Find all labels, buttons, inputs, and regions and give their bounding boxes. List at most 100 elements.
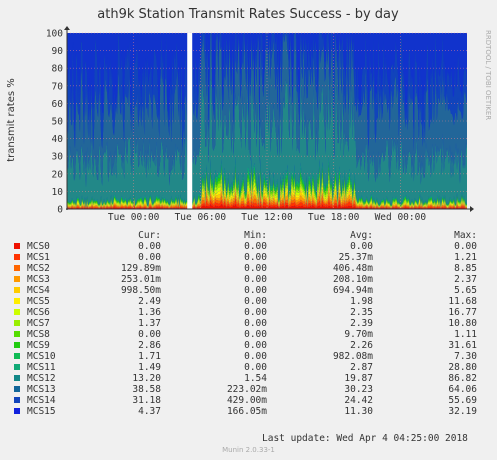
legend-value-max: 64.06 [448,384,477,395]
data-gap [187,33,193,209]
x-tick-labels: Tue 00:00 Tue 06:00 Tue 12:00 Tue 18:00 Wed … [108,212,426,223]
legend-series-name: MCS13 [27,384,56,395]
y-tick-label: 50 [52,117,64,128]
legend-swatch [14,287,20,293]
legend-row: MCS2 129.89m 0.00 406.48m 8.85 [0,263,497,274]
legend-value-max: 86.82 [448,373,477,384]
legend-value-min: 0.00 [244,318,267,329]
y-axis-label: transmit rates % [6,78,17,162]
legend-series-name: MCS2 [27,263,50,274]
y-tick-labels: 0 10 20 30 40 50 60 70 80 90 100 [46,29,63,216]
legend-value-min: 0.00 [244,340,267,351]
legend-series-name: MCS15 [27,406,56,417]
legend-value-avg: 694.94m [332,285,373,296]
legend-value-min: 0.00 [244,307,267,318]
y-tick-label: 0 [57,205,63,216]
legend-header-min: Min: [244,230,267,241]
legend-series-name: MCS7 [27,318,50,329]
legend-value-max: 28.80 [448,362,477,373]
legend-swatch [14,364,20,370]
legend-value-cur: 0.00 [138,241,161,252]
legend-value-min: 0.00 [244,263,267,274]
legend-value-avg: 208.10m [332,274,373,285]
legend-value-cur: 253.01m [120,274,161,285]
legend-value-max: 1.21 [454,252,477,263]
y-tick-label: 80 [52,64,64,75]
legend-row: MCS9 2.86 0.00 2.26 31.61 [0,340,497,351]
legend-value-min: 0.00 [244,285,267,296]
legend-row: MCS8 0.00 0.00 9.70m 1.11 [0,329,497,340]
legend-swatch [14,331,20,337]
legend-value-max: 11.68 [448,296,477,307]
legend-value-cur: 998.50m [120,285,161,296]
rrdtool-side-label: RRDTOOL / TOBI OETIKER [484,30,492,120]
legend-swatch [14,397,20,403]
legend-row: MCS7 1.37 0.00 2.39 10.80 [0,318,497,329]
legend-value-max: 2.37 [454,274,477,285]
x-tick-label: Tue 18:00 [308,212,360,223]
x-tick-label: Wed 00:00 [375,212,427,223]
legend-value-min: 0.00 [244,329,267,340]
chart-title: ath9k Station Transmit Rates Success - b… [97,7,399,22]
legend-series-name: MCS14 [27,395,56,406]
legend-value-avg: 2.35 [350,307,373,318]
legend-value-max: 16.77 [448,307,477,318]
legend-swatch [14,408,20,414]
legend-value-max: 0.00 [454,241,477,252]
legend-value-cur: 1.49 [138,362,161,373]
legend-value-avg: 982.08m [332,351,373,362]
legend-swatch [14,243,20,249]
legend-swatch [14,276,20,282]
legend-row: MCS5 2.49 0.00 1.98 11.68 [0,296,497,307]
legend-swatch [14,342,20,348]
chart: ath9k Station Transmit Rates Success - b… [6,7,492,223]
munin-version: Munin 2.0.33-1 [222,446,275,454]
legend-row: MCS14 31.18 429.00m 24.42 55.69 [0,395,497,406]
legend-value-cur: 13.20 [132,373,161,384]
y-tick-label: 100 [46,29,63,40]
legend-value-avg: 2.39 [350,318,373,329]
legend-value-min: 0.00 [244,252,267,263]
grid-lines [67,32,467,210]
legend-swatch [14,353,20,359]
legend-value-min: 0.00 [244,351,267,362]
legend-swatch [14,386,20,392]
legend-series-name: MCS8 [27,329,50,340]
legend-value-cur: 2.86 [138,340,161,351]
legend-value-min: 0.00 [244,296,267,307]
legend-value-max: 8.85 [454,263,477,274]
legend-value-avg: 19.87 [344,373,373,384]
legend-value-cur: 1.37 [138,318,161,329]
legend-value-avg: 30.23 [344,384,373,395]
legend-value-cur: 4.37 [138,406,161,417]
legend-row: MCS1 0.00 0.00 25.37m 1.21 [0,252,497,263]
plot-areas [67,33,467,209]
legend-value-min: 1.54 [244,373,267,384]
legend-value-avg: 406.48m [332,263,373,274]
legend-header: Cur: Min: Avg: Max: [0,230,497,241]
y-tick-label: 60 [52,99,64,110]
legend-value-max: 5.65 [454,285,477,296]
last-update: Last update: Wed Apr 4 04:25:00 2018 [262,433,468,444]
y-axis-arrow [64,26,70,30]
y-tick-label: 20 [52,169,64,180]
area-mcs15 [67,33,467,132]
legend-row: MCS11 1.49 0.00 2.87 28.80 [0,362,497,373]
legend-row: MCS6 1.36 0.00 2.35 16.77 [0,307,497,318]
legend-value-cur: 0.00 [138,252,161,263]
legend-series-name: MCS1 [27,252,50,263]
legend-row: MCS12 13.20 1.54 19.87 86.82 [0,373,497,384]
x-axis-arrow [470,206,474,212]
legend-swatch [14,265,20,271]
legend-value-min: 0.00 [244,362,267,373]
legend-swatch [14,320,20,326]
legend-value-avg: 1.98 [350,296,373,307]
legend-value-avg: 9.70m [344,329,373,340]
legend-value-cur: 0.00 [138,329,161,340]
y-tick-label: 40 [52,134,64,145]
x-tick-label: Tue 00:00 [108,212,160,223]
legend-series-name: MCS10 [27,351,56,362]
legend-swatch [14,254,20,260]
area-mcs12 [67,63,467,206]
legend-swatch [14,309,20,315]
